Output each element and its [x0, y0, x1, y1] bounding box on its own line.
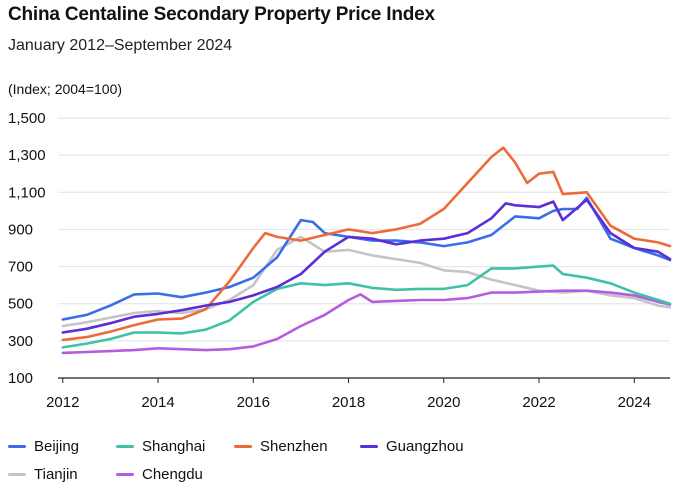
x-axis-ticks: 2012 2014 2016 2018 2020 2022 2024: [46, 378, 651, 411]
x-tick-label: 2018: [332, 394, 365, 411]
legend-item-shanghai: Shanghai: [116, 436, 205, 456]
x-tick-label: 2016: [237, 394, 270, 411]
y-tick-label: 1,100: [8, 184, 46, 201]
y-tick-label: 900: [8, 221, 33, 238]
legend-swatch-guangzhou: [360, 444, 378, 448]
series-lines: [61, 146, 672, 355]
legend-swatch-shenzhen: [234, 444, 252, 448]
series-line-guangzhou: [61, 198, 672, 334]
legend-swatch-tianjin: [8, 472, 26, 476]
chart-title: China Centaline Secondary Property Price…: [8, 4, 435, 25]
legend-swatch-beijing: [8, 444, 26, 448]
legend-swatch-shanghai: [116, 444, 134, 448]
legend-item-guangzhou: Guangzhou: [360, 436, 464, 456]
legend-label-guangzhou: Guangzhou: [386, 437, 464, 455]
series-line-shenzhen: [61, 146, 672, 342]
legend-item-beijing: Beijing: [8, 436, 79, 456]
y-tick-label: 1,300: [8, 147, 46, 164]
y-tick-label: 700: [8, 259, 33, 276]
grid-lines: [58, 117, 670, 379]
legend-label-chengdu: Chengdu: [142, 465, 203, 483]
x-tick-label: 2020: [427, 394, 460, 411]
y-tick-label: 300: [8, 333, 33, 350]
y-axis-unit-label: (Index; 2004=100): [8, 81, 123, 97]
series-line-tianjin: [61, 235, 672, 328]
y-tick-label: 100: [8, 370, 33, 387]
legend-label-tianjin: Tianjin: [34, 465, 78, 483]
legend-label-shenzhen: Shenzhen: [260, 437, 328, 455]
y-axis-ticks: 100 300 500 700 900 1,100 1,300 1,500: [8, 110, 46, 387]
x-tick-label: 2022: [522, 394, 555, 411]
x-tick-label: 2024: [618, 394, 651, 411]
legend-label-beijing: Beijing: [34, 437, 80, 455]
legend-item-shenzhen: Shenzhen: [234, 436, 328, 456]
series-line-beijing: [61, 196, 672, 321]
series-line-chengdu: [61, 289, 672, 355]
legend-item-tianjin: Tianjin: [8, 464, 78, 484]
series-line-shanghai: [61, 264, 672, 349]
legend-item-chengdu: Chengdu: [116, 464, 203, 484]
chart-subtitle: January 2012–September 2024: [8, 37, 233, 54]
y-tick-label: 1,500: [8, 110, 46, 127]
x-tick-label: 2012: [46, 394, 79, 411]
legend-swatch-chengdu: [116, 472, 134, 476]
x-tick-label: 2014: [141, 394, 174, 411]
legend-label-shanghai: Shanghai: [142, 437, 206, 455]
y-tick-label: 500: [8, 296, 33, 313]
